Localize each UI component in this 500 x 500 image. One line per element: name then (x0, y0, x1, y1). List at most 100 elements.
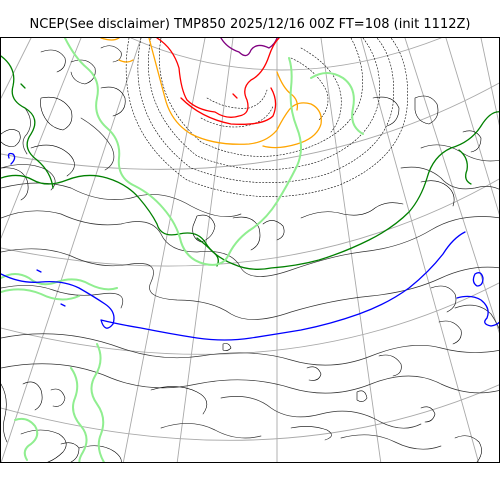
coastline-segment (60, 442, 80, 462)
coastline-segment (462, 130, 482, 153)
isotherm-gray (1, 333, 499, 366)
isotherm-dotted (125, 38, 408, 197)
coastline-segment (40, 96, 73, 131)
isotherm-green-group (1, 55, 499, 270)
map-title: NCEP(See disclaimer) TMP850 2025/12/16 0… (29, 17, 471, 32)
parallel-line (1, 178, 499, 267)
meridian-line (320, 38, 382, 462)
isotherm-gray (1, 182, 242, 217)
coastline-segment (356, 390, 368, 402)
coastline-segment (222, 343, 232, 351)
isotherm-gray (220, 396, 422, 429)
meridian-line (1, 38, 142, 462)
isotherm-orange (276, 71, 299, 111)
coastline-segment (454, 435, 482, 462)
isotherm-lightgreen (310, 72, 364, 135)
isotherm-gray (160, 423, 262, 439)
coastline-segment (300, 202, 404, 219)
isotherm-red-group (156, 38, 280, 125)
meridian-line (480, 38, 499, 126)
coastline-segment (40, 49, 66, 73)
meridian-line (360, 38, 479, 462)
isotherm-gray (1, 248, 499, 320)
isotherm-blue (7, 152, 16, 165)
isotherm-green (458, 149, 472, 185)
coastline-segment (262, 220, 285, 241)
coastline-segment (78, 445, 122, 462)
isotherm-gray (80, 117, 115, 171)
coastline-segment (430, 285, 457, 313)
coastline-segment (30, 144, 75, 177)
isotherm-red (156, 38, 280, 118)
isotherm-dotted (300, 47, 342, 133)
isotherm-blue (1, 231, 466, 341)
meridian-line (176, 38, 234, 462)
isotherm-lightgreen (90, 343, 106, 462)
isotherm-blue (36, 269, 42, 273)
isotherm-green (20, 83, 26, 89)
coastline-segment (70, 59, 96, 85)
isotherm-orange-group (100, 38, 322, 149)
isotherm-gray (400, 166, 499, 190)
coastline-segment (378, 354, 402, 377)
coastline-segment (420, 406, 436, 423)
isotherm-gray (340, 434, 442, 450)
isotherm-dotted (137, 38, 394, 183)
isotherm-dotted (206, 89, 268, 109)
isotherm-green (1, 111, 499, 270)
parallel-line (130, 38, 442, 71)
coastline-segment (290, 426, 332, 441)
meridian-line (1, 38, 32, 99)
coastline-segment (100, 86, 126, 117)
graticule (1, 38, 499, 462)
coastline-segment (306, 366, 322, 381)
parallel-line (1, 282, 499, 355)
coastline-segment (438, 320, 462, 345)
coastline-segment (150, 386, 208, 415)
meridian-line (404, 38, 499, 334)
isotherm-gray (1, 285, 124, 309)
isotherm-gray (1, 164, 56, 191)
isotherm-purple-group (220, 38, 278, 57)
parallel-line (1, 82, 499, 170)
coastline-segment (50, 388, 66, 407)
parallel-line (1, 384, 499, 441)
isotherm-blue-group (1, 152, 499, 341)
isotherm-gray (22, 107, 31, 155)
isotherm-lightgreen (70, 367, 88, 462)
isotherm-red (180, 87, 277, 125)
isotherm-dotted (200, 105, 274, 128)
isotherm-orange (100, 38, 120, 41)
isotherm-lightgreen (64, 38, 302, 266)
isotherm-orange (148, 38, 322, 149)
coastline-segment (192, 214, 216, 243)
meridian-line (1, 38, 82, 239)
isotherm-gray (1, 363, 499, 394)
isotherm-lightgreen (1, 288, 80, 301)
meridian-line (122, 38, 206, 462)
coastline-segment (1, 129, 21, 147)
isotherm-blue (60, 303, 66, 307)
coastline-segment (20, 429, 67, 462)
isotherm-dotted-group (125, 38, 408, 197)
isotherm-blue (472, 272, 484, 287)
coastline-segment (414, 95, 439, 125)
isotherm-lightgreen (14, 417, 39, 461)
temperature-map (1, 38, 499, 462)
isotherm-gray (420, 144, 499, 162)
map-frame (0, 37, 500, 463)
isotherm-green (1, 55, 54, 189)
coastline-segment (372, 96, 400, 127)
isotherm-purple (220, 38, 278, 57)
isotherm-dotted (290, 57, 329, 121)
isotherm-red (232, 93, 238, 99)
isotherm-dotted (159, 38, 363, 157)
isotherm-gray (454, 304, 499, 330)
coastline (1, 45, 482, 462)
coastline-segment (1, 383, 8, 443)
coastline-segment (1, 167, 29, 201)
isotherm-gray (1, 210, 499, 277)
coastline-segment (22, 381, 43, 411)
isotherm-orange (118, 59, 134, 63)
coastline-segment (420, 180, 455, 207)
